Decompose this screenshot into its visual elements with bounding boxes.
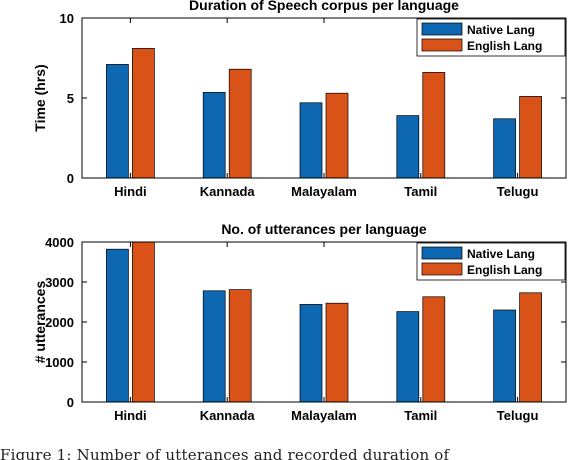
x-tick-label-telugu: Telugu (497, 408, 539, 423)
y-tick-label: 4000 (45, 235, 74, 250)
x-tick-label-hindi: Hindi (114, 184, 147, 199)
chart-title: No. of utterances per language (221, 221, 427, 237)
chart-1: 0 5 10 Hindi Kannada Malayalam Tamil Telugu Dura… (32, 0, 567, 199)
bar-english-lang-kannada (228, 289, 252, 403)
bar-english-lang-hindi (132, 241, 155, 403)
legend-label-2: English Lang (467, 263, 542, 277)
chart-2: 0 1000 2000 3000 4000 Hindi Kannada Malayalam Ta… (32, 221, 567, 423)
bar-native-lang-malayalam (299, 102, 323, 179)
y-tick-label: 0 (67, 395, 74, 410)
bar-native-lang-telugu (493, 118, 516, 179)
bar-native-lang-telugu (493, 309, 516, 403)
bar-english-lang-hindi (132, 48, 155, 179)
legend-swatch-2 (421, 262, 463, 276)
y-axis-label: # utterances (32, 281, 48, 364)
legend-swatch-2 (421, 38, 463, 52)
y-tick-label: 2000 (45, 315, 74, 330)
x-tick-label-malayalam: Malayalam (291, 184, 357, 199)
bar-english-lang-malayalam (325, 302, 349, 403)
bar-native-lang-kannada (202, 92, 226, 179)
y-tick-label: 1000 (45, 355, 74, 370)
bar-english-lang-telugu (519, 292, 542, 403)
bar-english-lang-tamil (422, 72, 446, 179)
chart-title: Duration of Speech corpus per language (189, 0, 459, 13)
bar-english-lang-telugu (519, 96, 542, 179)
bar-english-lang-tamil (422, 296, 446, 403)
legend-swatch-1 (421, 246, 463, 260)
bar-english-lang-malayalam (325, 92, 349, 179)
legend-label-2: English Lang (467, 39, 542, 53)
y-tick-label: 5 (67, 91, 74, 106)
legend-label-1: Native Lang (467, 247, 535, 261)
x-tick-label-hindi: Hindi (114, 408, 147, 423)
bar-native-lang-tamil (396, 115, 420, 179)
x-tick-label-malayalam: Malayalam (291, 408, 357, 423)
figure-caption: Figure 1: Number of utterances and recor… (0, 446, 450, 460)
legend-label-1: Native Lang (467, 23, 535, 37)
bar-native-lang-kannada (202, 290, 226, 403)
bar-native-lang-hindi (106, 64, 129, 179)
bar-native-lang-malayalam (299, 304, 323, 403)
x-tick-label-tamil: Tamil (404, 184, 437, 199)
x-tick-label-telugu: Telugu (497, 184, 539, 199)
x-tick-label-kannada: Kannada (200, 408, 256, 423)
bar-native-lang-tamil (396, 311, 420, 403)
x-tick-label-tamil: Tamil (404, 408, 437, 423)
legend-swatch-1 (421, 22, 463, 36)
y-axis-label: Time (hrs) (32, 64, 48, 131)
y-tick-label: 3000 (45, 275, 74, 290)
y-tick-label: 10 (60, 11, 74, 26)
bar-native-lang-hindi (106, 248, 129, 403)
x-tick-label-kannada: Kannada (200, 184, 256, 199)
y-tick-label: 0 (67, 171, 74, 186)
bar-english-lang-kannada (228, 68, 252, 179)
